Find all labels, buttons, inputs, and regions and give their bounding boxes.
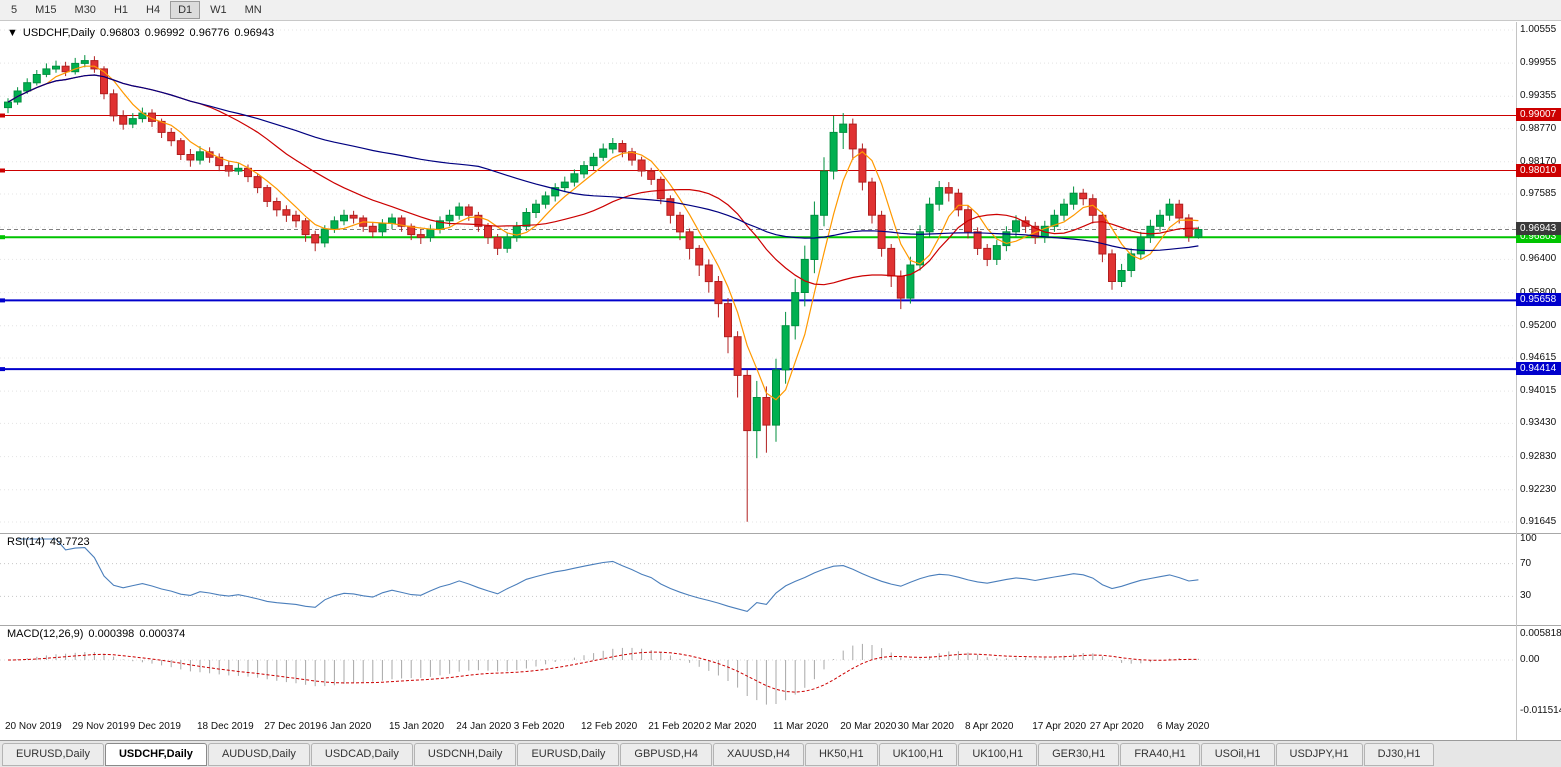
price-tick-label: 0.91645 [1520,516,1557,527]
tab-usdcad-daily[interactable]: USDCAD,Daily [310,743,413,766]
chart-header: ▼ USDCHF,Daily 0.96803 0.96992 0.96776 0.9694… [7,27,279,39]
tab-fra40-h1[interactable]: FRA40,H1 [1120,743,1200,766]
rsi-panel-separator[interactable] [0,533,1561,534]
macd-panel-separator[interactable] [0,625,1561,626]
tab-eurusd-daily[interactable]: EURUSD,Daily [517,743,620,766]
tab-usdchf-daily[interactable]: USDCHF,Daily [104,743,207,766]
level-price-label: 0.98010 [1516,163,1561,177]
bid-price-label: 0.96943 [1516,222,1561,236]
date-label: 11 Mar 2020 [773,721,829,732]
price-tick-label: 0.94615 [1520,352,1557,363]
date-label: 30 Mar 2020 [897,721,954,732]
tab-dj30-h1[interactable]: DJ30,H1 [1363,743,1435,766]
tab-hk50-h1[interactable]: HK50,H1 [804,743,878,766]
price-tick-label: 0.98170 [1520,155,1557,167]
date-label: 27 Apr 2020 [1089,721,1144,732]
chart-tabs-bar: EURUSD,Daily USDCHF,Daily AUDUSD,Daily USDC… [0,740,1561,767]
high-value: 0.96992 [144,27,185,39]
timeframe-button-m30[interactable]: M30 [74,4,96,16]
price-tick-label: 0.92230 [1520,483,1557,495]
date-label: 20 Mar 2020 [840,721,897,732]
price-tick-label: 0.98770 [1520,122,1557,134]
tab-ger30-h1[interactable]: GER30,H1 [1038,743,1120,766]
price-tick-label: 0.99355 [1520,90,1557,102]
timeframe-button-h1[interactable]: H1 [113,4,128,16]
date-label: 15 Jan 2020 [389,721,445,732]
rsi-tick-label: 30 [1520,590,1532,602]
tab-gbpusd-h4[interactable]: GBPUSD,H4 [620,743,712,766]
tab-uk100-h1[interactable]: UK100,H1 [958,743,1038,766]
price-tick-label: 0.99955 [1520,57,1557,69]
price-tick-label: 0.97585 [1520,188,1557,199]
price-tick-label: 0.95200 [1520,319,1557,331]
tab-usoil-h1[interactable]: USOil,H1 [1200,743,1275,766]
tab-xauusd-h4[interactable]: XAUUSD,H4 [712,743,804,766]
tab-eurusd-daily[interactable]: EURUSD,Daily [2,743,104,766]
timeframe-button-m15[interactable]: M15 [35,4,57,16]
date-label: 27 Dec 2019 [264,721,321,732]
rsi-tick-label: 70 [1520,557,1532,569]
timeframe-button-w1[interactable]: W1 [210,4,227,16]
rsi-indicator-chart[interactable] [0,533,1516,625]
timeframe-button-mn[interactable]: MN [244,4,262,16]
open-value: 0.96803 [100,27,140,39]
price-tick-label: 0.93430 [1520,417,1557,429]
macd-indicator-chart[interactable] [0,625,1516,716]
timeframe-toolbar: 5 M15 M30 H1 H4 D1 W1 MN [0,0,1561,21]
timeframe-button-h4[interactable]: H4 [146,4,161,16]
main-price-chart[interactable] [0,22,1516,533]
rsi-tick-label: 100 [1520,533,1537,544]
macd-tick-label: -0.011514 [1520,705,1561,717]
macd-header: MACD(12,26,9) 0.000398 0.000374 [7,628,190,640]
date-label: 24 Jan 2020 [456,721,512,732]
date-label: 3 Feb 2020 [513,721,565,732]
macd-indicator-value-1: 0.000398 [88,628,135,640]
macd-tick-label: 0.005818 [1520,627,1561,639]
macd-indicator-value-2: 0.000374 [139,628,186,640]
date-label: 8 Apr 2020 [965,721,1014,732]
date-label: 20 Nov 2019 [5,721,62,732]
rsi-indicator-name: RSI(14) [7,536,45,548]
date-label: 29 Nov 2019 [72,721,129,732]
date-label: 12 Feb 2020 [581,721,638,732]
close-value: 0.96943 [234,27,275,39]
timeframe-button-5[interactable]: 5 [11,4,18,16]
date-label: 21 Feb 2020 [648,721,705,732]
low-value: 0.96776 [189,27,230,39]
price-tick-label: 0.94015 [1520,385,1557,397]
tab-usdcnh-daily[interactable]: USDCNH,Daily [413,743,517,766]
price-tick-label: 1.00555 [1520,24,1557,35]
rsi-indicator-value: 49.7723 [49,536,90,548]
date-label: 6 Jan 2020 [321,721,372,732]
price-tick-label: 0.95800 [1520,286,1557,298]
rsi-header: RSI(14) 49.7723 [7,536,95,548]
tab-audusd-daily[interactable]: AUDUSD,Daily [207,743,310,766]
date-label: 17 Apr 2020 [1032,721,1087,732]
tab-usdjpy-h1[interactable]: USDJPY,H1 [1275,743,1363,766]
price-tick-label: 0.92830 [1520,450,1557,462]
date-label: 9 Dec 2019 [129,721,181,732]
timeframe-button-d1[interactable]: D1 [170,1,201,19]
collapse-chart-icon[interactable]: ▼ [7,27,18,39]
price-axis-separator [1516,22,1517,740]
tab-uk100-h1[interactable]: UK100,H1 [878,743,958,766]
level-price-label: 0.95658 [1516,293,1561,307]
macd-indicator-name: MACD(12,26,9) [7,628,84,640]
date-label: 18 Dec 2019 [197,721,254,732]
level-price-label: 0.99007 [1516,108,1561,122]
level-price-label: 0.94414 [1516,362,1561,376]
macd-tick-label: 0.00 [1520,654,1540,665]
price-tick-label: 0.96400 [1520,253,1557,265]
date-label: 2 Mar 2020 [705,721,757,732]
time-axis[interactable]: 20 Nov 2019 29 Nov 2019 9 Dec 2019 18 Dec 2… [0,716,1561,740]
date-label: 6 May 2020 [1157,721,1210,732]
chart-symbol-title: USDCHF,Daily [22,27,96,39]
